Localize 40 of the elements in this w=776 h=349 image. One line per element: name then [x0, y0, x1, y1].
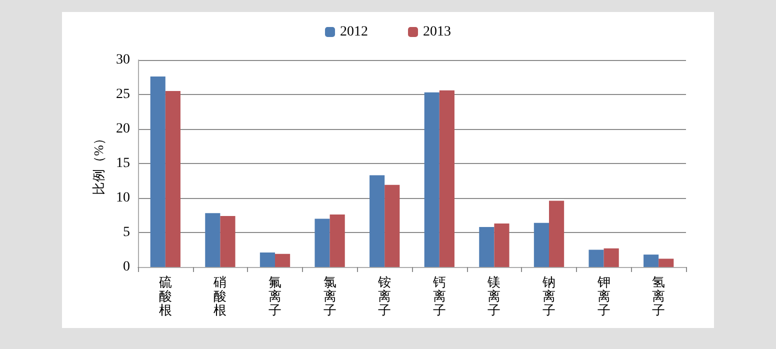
- y-tick-label: 0: [123, 260, 130, 274]
- y-tick-label: 30: [116, 52, 130, 68]
- bar: [384, 184, 400, 267]
- bar: [439, 90, 454, 267]
- x-tick-label: 硫酸根: [158, 274, 172, 318]
- x-tick-label: 钠离子: [542, 274, 556, 318]
- x-tick-label: 镁离子: [486, 274, 501, 318]
- x-tick-label: 氟离子: [268, 274, 282, 318]
- bar: [549, 200, 564, 267]
- bar: [644, 254, 659, 267]
- y-axis-title: 比例（%）: [91, 132, 106, 195]
- bar: [275, 254, 290, 267]
- bar: [150, 76, 166, 267]
- x-tick-label: 硝酸根: [212, 274, 227, 318]
- y-tick-label: 10: [116, 190, 130, 206]
- x-tick-label: 钾离子: [596, 274, 610, 318]
- legend-label: 2012: [340, 24, 368, 40]
- y-tick-label: 5: [123, 225, 130, 240]
- legend-label: 2013: [423, 24, 451, 40]
- bar: [220, 216, 236, 267]
- bar: [424, 92, 440, 267]
- x-tick-label: 铵离子: [377, 274, 392, 318]
- bar: [604, 248, 619, 267]
- bar: [205, 213, 220, 267]
- bar: [479, 226, 494, 267]
- bar: [370, 175, 385, 267]
- bar: [534, 222, 549, 267]
- bar: [330, 214, 345, 267]
- bar: [658, 258, 674, 267]
- y-tick-label: 25: [116, 87, 130, 102]
- bar: [314, 218, 330, 267]
- bar: [260, 252, 275, 267]
- x-tick-label: 氢离子: [652, 274, 666, 318]
- x-tick-label: 钙离子: [432, 274, 446, 318]
- y-tick-label: 15: [116, 156, 130, 171]
- bar: [165, 91, 180, 267]
- y-tick-label: 20: [116, 122, 130, 136]
- bar: [588, 250, 604, 267]
- bar: [494, 224, 510, 267]
- x-tick-label: 氯离子: [323, 274, 336, 318]
